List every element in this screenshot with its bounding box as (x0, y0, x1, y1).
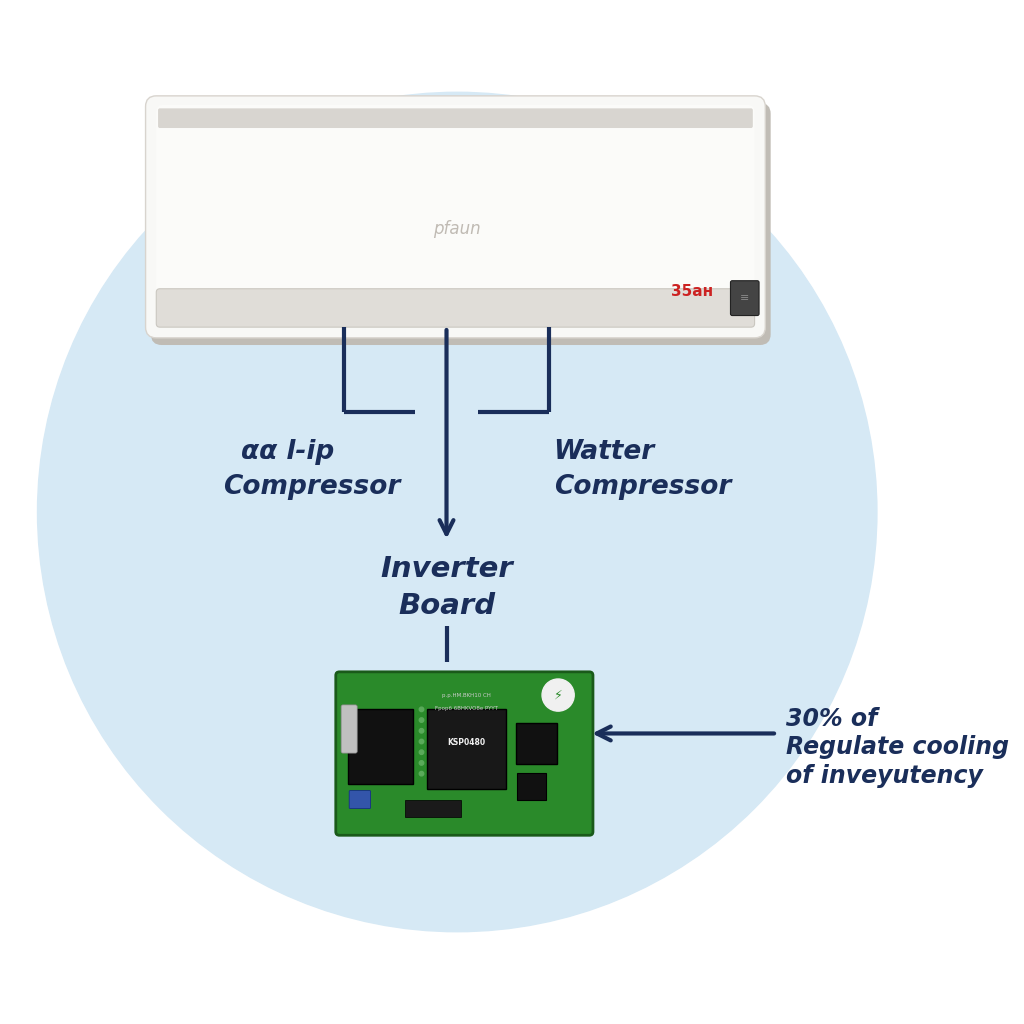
Circle shape (419, 708, 424, 712)
Circle shape (419, 761, 424, 765)
FancyBboxPatch shape (145, 96, 765, 338)
Circle shape (419, 728, 424, 733)
Text: of inveyutency: of inveyutency (785, 764, 983, 787)
Text: Watter: Watter (554, 438, 655, 465)
FancyBboxPatch shape (348, 710, 413, 784)
Circle shape (419, 750, 424, 755)
FancyBboxPatch shape (341, 705, 357, 753)
Text: 35aн: 35aн (671, 284, 713, 299)
FancyBboxPatch shape (730, 281, 759, 315)
Text: Compressor: Compressor (223, 474, 400, 501)
FancyBboxPatch shape (151, 103, 771, 345)
FancyBboxPatch shape (349, 791, 371, 809)
Text: αα l-ip: αα l-ip (241, 438, 335, 465)
FancyBboxPatch shape (516, 723, 557, 764)
Text: Regulate cooling: Regulate cooling (785, 735, 1009, 759)
Circle shape (419, 739, 424, 743)
FancyBboxPatch shape (427, 710, 506, 788)
Text: 30% of: 30% of (785, 707, 878, 731)
Text: ⚡: ⚡ (554, 688, 562, 701)
Text: Inverter: Inverter (380, 555, 513, 583)
Circle shape (38, 92, 877, 932)
FancyBboxPatch shape (157, 104, 755, 313)
Text: Compressor: Compressor (554, 474, 731, 501)
FancyBboxPatch shape (517, 773, 546, 800)
FancyBboxPatch shape (158, 109, 753, 128)
Text: ≡: ≡ (740, 293, 750, 303)
FancyBboxPatch shape (157, 289, 755, 327)
Circle shape (542, 679, 574, 711)
Text: pfaun: pfaun (433, 220, 481, 238)
Circle shape (419, 718, 424, 722)
FancyBboxPatch shape (336, 672, 593, 836)
Text: Fрорб 6BHKVO8e PYYT: Fрорб 6BHKVO8e PYYT (435, 706, 498, 711)
FancyBboxPatch shape (406, 800, 461, 817)
Text: p.p.HM.BKH10 CH: p.p.HM.BKH10 CH (441, 693, 490, 698)
Text: KSP0480: KSP0480 (447, 738, 485, 746)
Text: Board: Board (398, 592, 495, 621)
Circle shape (419, 771, 424, 776)
